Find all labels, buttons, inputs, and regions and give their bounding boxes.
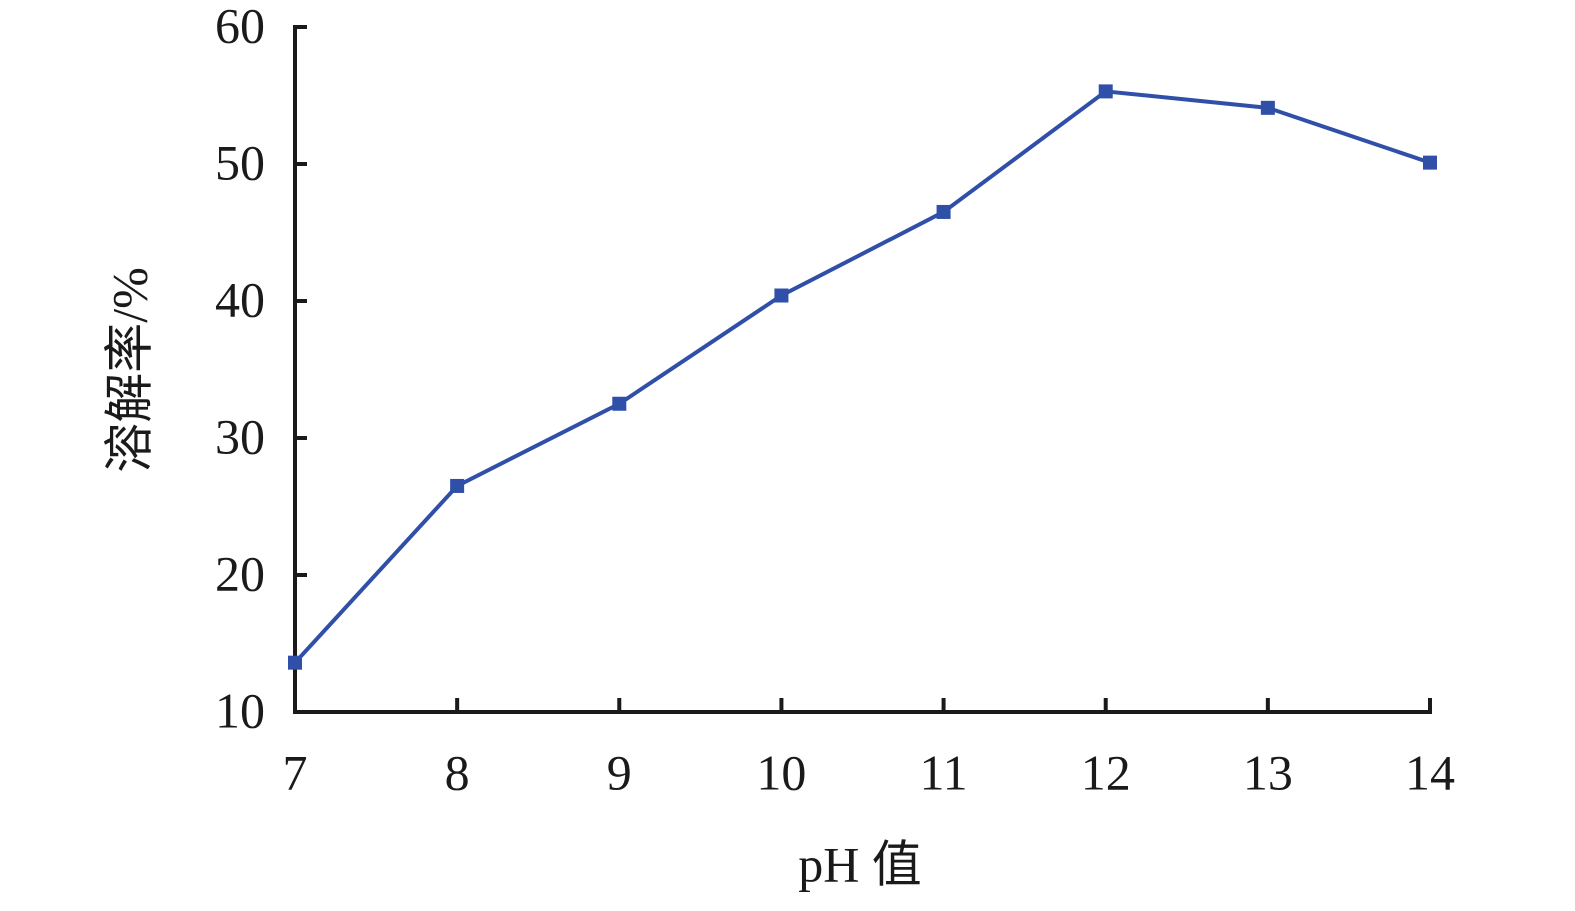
point-marker — [774, 288, 789, 303]
x-tick-label: 8 — [445, 744, 470, 800]
x-tick-label: 13 — [1243, 744, 1293, 800]
y-tick-label: 50 — [215, 134, 265, 190]
x-tick-label: 9 — [607, 744, 632, 800]
point-marker — [450, 478, 465, 493]
point-marker — [936, 204, 951, 219]
point-marker — [288, 655, 302, 670]
x-tick-label: 7 — [283, 744, 308, 800]
y-tick-label: 60 — [215, 0, 265, 53]
point-marker — [1423, 155, 1437, 170]
y-tick-label: 40 — [215, 271, 265, 327]
y-tick-label: 20 — [215, 545, 265, 601]
point-marker — [1260, 100, 1275, 115]
x-tick-label: 11 — [919, 744, 967, 800]
x-tick-label: 10 — [756, 744, 806, 800]
y-tick-label: 30 — [215, 408, 265, 464]
x-tick-label: 14 — [1405, 744, 1455, 800]
line-series — [293, 89, 1431, 665]
x-tick-label: 12 — [1081, 744, 1131, 800]
point-marker — [612, 396, 627, 411]
y-axis-label: 溶解率/% — [101, 267, 157, 473]
x-axis-label: pH 值 — [798, 836, 922, 892]
y-tick-label: 10 — [215, 682, 265, 738]
point-marker — [1098, 84, 1113, 99]
